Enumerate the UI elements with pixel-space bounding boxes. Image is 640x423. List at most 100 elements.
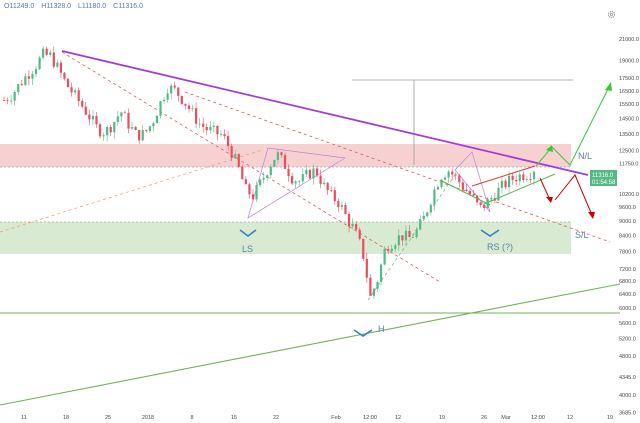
- candle-body: [17, 84, 20, 92]
- price-tick-label: 4345.0: [619, 375, 636, 381]
- time-tick-label: 25: [105, 415, 111, 421]
- price-tick-label: 10200.0: [619, 192, 639, 198]
- candle-body: [340, 205, 344, 207]
- price-tick-label: 5200.0: [619, 337, 636, 343]
- candle-body: [209, 126, 212, 131]
- candle-body: [84, 106, 87, 115]
- candle-body: [518, 174, 521, 182]
- candle-body: [34, 69, 38, 75]
- candle-body: [283, 155, 287, 169]
- candle-body: [525, 179, 528, 180]
- candle-body: [500, 180, 504, 188]
- candle-body: [362, 238, 365, 259]
- rs-channel-lower: [483, 173, 556, 205]
- price-tick-label: 4000.0: [619, 393, 636, 399]
- candle-body: [191, 108, 194, 110]
- candle-body: [397, 235, 400, 246]
- candle-body: [24, 76, 27, 85]
- candle-body: [187, 105, 191, 109]
- candle-body: [145, 129, 148, 132]
- candle-body: [451, 171, 454, 175]
- candle-body: [45, 48, 48, 55]
- candle-body: [109, 127, 112, 133]
- candle-body: [415, 229, 418, 238]
- candle-body: [276, 152, 279, 160]
- candle-body: [134, 127, 137, 130]
- candle-body: [102, 135, 105, 137]
- time-tick-label: 22: [273, 415, 279, 421]
- candle-body: [20, 84, 23, 85]
- h-label: H: [378, 324, 385, 334]
- candle-body: [56, 62, 59, 67]
- rs-marker: [480, 229, 500, 237]
- candle-body: [273, 159, 276, 167]
- candle-body: [63, 72, 66, 79]
- candle-body: [305, 169, 308, 175]
- candle-body: [497, 187, 500, 201]
- candle-body: [376, 281, 379, 289]
- candle-body: [465, 189, 468, 192]
- time-axis[interactable]: 11 18 25 2018 8 15 22 Feb 12:00 12 19 26 Mar 12:00 12 1…: [21, 415, 613, 421]
- price-tick-label: 19000.0: [619, 58, 639, 64]
- candle-body: [180, 95, 183, 104]
- candle-body: [330, 190, 333, 191]
- ohlc-close: C11316.0: [113, 3, 143, 10]
- candle-body: [27, 76, 30, 79]
- candle-body: [116, 116, 119, 122]
- ls-label: LS: [242, 244, 253, 254]
- price-tick-label: 5600.0: [619, 321, 636, 327]
- candle-body: [269, 166, 272, 176]
- price-axis[interactable]: 21000.0 19000.0 17500.0 16500.0 15500.0 14500…: [619, 37, 639, 417]
- neckline-trendline: [61, 50, 589, 176]
- price-tick-label: 12500.0: [619, 148, 639, 154]
- price-tick-label: 11750.0: [619, 162, 638, 168]
- candle-body: [291, 176, 294, 184]
- rs-wedge-lower: [439, 179, 491, 206]
- price-tick-label: 4800.0: [619, 354, 636, 360]
- price-tick-label: 17500.0: [619, 76, 639, 82]
- candle-body: [81, 101, 84, 107]
- candle-body: [95, 115, 98, 125]
- candle-body: [287, 168, 290, 177]
- candle-body: [219, 134, 223, 136]
- candle-body: [194, 108, 198, 124]
- candle-body: [77, 90, 80, 102]
- time-tick-label: 11: [21, 415, 27, 421]
- candle-body: [38, 57, 41, 70]
- candle-body: [138, 129, 141, 141]
- rs-triangle: [454, 151, 491, 213]
- candle-body: [490, 198, 493, 200]
- gear-icon[interactable]: [607, 10, 616, 19]
- candle-body: [522, 174, 525, 180]
- last-price-countdown: 01:54:58: [592, 180, 616, 186]
- support-zone: [0, 222, 571, 254]
- ohlc-low: L11180.0: [78, 3, 107, 10]
- candle-body: [113, 121, 116, 133]
- price-tick-label: 6000.0: [619, 306, 636, 312]
- candle-body: [230, 146, 233, 159]
- candle-body: [312, 168, 315, 179]
- candle-body: [347, 214, 351, 227]
- ls-triangle: [247, 147, 347, 219]
- time-tick-label: 12: [567, 415, 573, 421]
- candle-body: [10, 100, 13, 102]
- last-price-tag: 11316.0 01:54:58: [590, 170, 617, 186]
- candle-body: [401, 235, 404, 241]
- candle-body: [42, 48, 45, 58]
- candle-body: [241, 166, 244, 180]
- candle-body: [6, 100, 9, 102]
- candle-body: [411, 237, 415, 238]
- candle-body: [433, 189, 436, 205]
- candle-body: [383, 249, 386, 265]
- candle-body: [223, 134, 226, 137]
- arrow-head-green-1: [546, 145, 553, 152]
- candle-body: [333, 190, 336, 202]
- candle-body: [13, 91, 16, 101]
- projection-red-1: [539, 177, 551, 201]
- candle-body: [49, 52, 52, 55]
- candle-body: [422, 215, 425, 220]
- candle-body: [248, 184, 251, 195]
- candle-body: [394, 245, 397, 249]
- candle-body: [369, 277, 372, 296]
